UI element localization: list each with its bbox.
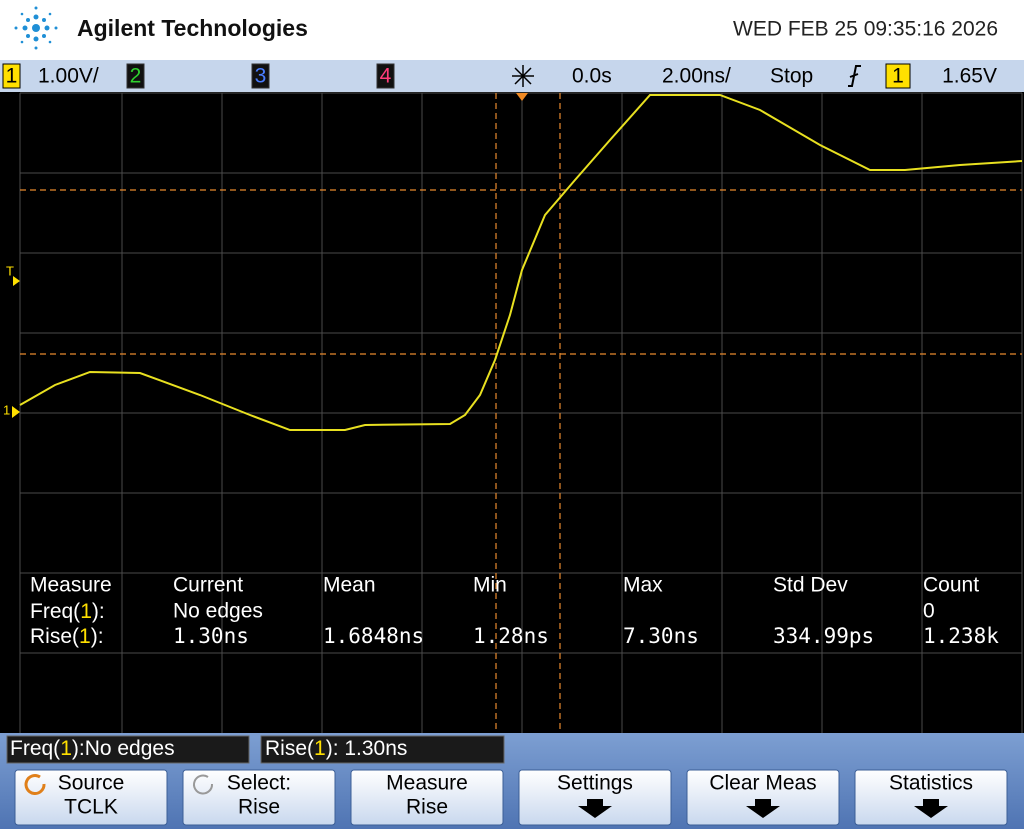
- ground-arrow: [12, 406, 20, 418]
- channel-badge: [126, 63, 145, 89]
- trigger-badge: [885, 63, 911, 89]
- softkey[interactable]: Statistics: [854, 769, 1008, 826]
- softkey-label[interactable]: Settings: [557, 772, 633, 795]
- text-part: ):: [92, 600, 105, 623]
- softkey[interactable]: Clear Meas: [686, 769, 840, 826]
- softkey[interactable]: Measure Rise: [350, 769, 504, 826]
- channel-badge: [2, 63, 21, 89]
- text-part: 1: [79, 625, 91, 648]
- softkey-face[interactable]: [350, 769, 504, 826]
- text-part: ):: [91, 625, 104, 648]
- ground-marker: 1: [3, 402, 10, 417]
- edge-icon: [848, 65, 861, 87]
- softkey-face[interactable]: [518, 769, 672, 826]
- knob-icon: [193, 774, 214, 795]
- header: [0, 0, 1024, 60]
- softkey-label[interactable]: Select:: [227, 772, 291, 795]
- softkey-face[interactable]: [182, 769, 336, 826]
- channel-number: 1: [6, 65, 18, 88]
- channel-number: 4: [380, 65, 392, 88]
- softkey[interactable]: Select: Rise: [182, 769, 336, 826]
- readout-box: [6, 735, 250, 764]
- softkey-value[interactable]: TCLK: [64, 796, 118, 819]
- column-header: Min: [473, 574, 507, 597]
- text-part: Rise(: [30, 625, 79, 648]
- knob-icon: [24, 774, 46, 795]
- menu-arrow: [746, 799, 780, 818]
- cell: No edges: [173, 600, 263, 623]
- softkey-label[interactable]: Clear Meas: [709, 772, 816, 795]
- trigger-source: 1: [892, 65, 904, 88]
- readout: Freq(1):No edges: [10, 737, 175, 760]
- time-scale: 2.00ns/: [662, 65, 731, 88]
- readout-box: [260, 735, 505, 764]
- text-part: ):No edges: [72, 737, 175, 760]
- cell: 7.30ns: [623, 624, 699, 648]
- channel-number: 3: [255, 65, 267, 88]
- channel-badge: [251, 63, 270, 89]
- trigger-level: 1.65V: [942, 65, 997, 88]
- cell: 1.238k: [923, 624, 999, 648]
- row-label: Rise(1):: [30, 625, 104, 648]
- menu-arrow: [914, 799, 948, 818]
- row-label: Freq(1):: [30, 600, 105, 623]
- column-header: Current: [173, 574, 243, 597]
- channel-scale: 1.00V/: [38, 65, 99, 88]
- logo: [14, 6, 58, 50]
- trigger-arrow: [13, 276, 20, 286]
- readout: Rise(1): 1.30ns: [265, 737, 407, 760]
- text-part: Freq(: [30, 600, 80, 623]
- column-header: Std Dev: [773, 574, 848, 597]
- column-header: Measure: [30, 574, 112, 597]
- softkey[interactable]: Source TCLK: [14, 769, 168, 826]
- cell: 0: [923, 600, 935, 623]
- waveform: [19, 94, 1023, 431]
- column-header: Count: [923, 574, 979, 597]
- softkey-face[interactable]: [14, 769, 168, 826]
- menu-arrow: [578, 799, 612, 818]
- text-part: ): 1.30ns: [326, 737, 408, 760]
- softkey-label[interactable]: Source: [58, 772, 125, 795]
- column-header: Mean: [323, 574, 376, 597]
- softkey-label[interactable]: Statistics: [889, 772, 973, 795]
- cell: 1.28ns: [473, 624, 549, 648]
- cursors: [20, 93, 1022, 733]
- text-part: 1: [314, 737, 326, 760]
- channel-badge: [376, 63, 395, 89]
- softkey[interactable]: Settings: [518, 769, 672, 826]
- text-part: 1: [60, 737, 72, 760]
- run-state: Stop: [770, 65, 813, 88]
- brand: Agilent Technologies: [77, 15, 308, 41]
- cell: 334.99ps: [773, 624, 874, 648]
- softkey-value[interactable]: Rise: [406, 796, 448, 819]
- column-header: Max: [623, 574, 663, 597]
- text-part: Rise(: [265, 737, 314, 760]
- cell: 1.6848ns: [323, 624, 424, 648]
- text-part: Freq(: [10, 737, 60, 760]
- channel-number: 2: [130, 65, 142, 88]
- cell: 1.30ns: [173, 624, 249, 648]
- text-part: 1: [80, 600, 92, 623]
- softkey-label[interactable]: Measure: [386, 772, 468, 795]
- time-delay: 0.0s: [572, 65, 612, 88]
- datetime: WED FEB 25 09:35:16 2026: [733, 18, 998, 41]
- trigger-level-marker: T: [6, 263, 14, 278]
- measurement-table: Measure Current Mean Min Max Std Dev Cou…: [30, 574, 999, 648]
- trigger-position: [516, 93, 528, 101]
- trigger-icon: [512, 65, 534, 87]
- softkey-face[interactable]: [686, 769, 840, 826]
- softkey-face[interactable]: [854, 769, 1008, 826]
- softkey-value[interactable]: Rise: [238, 796, 280, 819]
